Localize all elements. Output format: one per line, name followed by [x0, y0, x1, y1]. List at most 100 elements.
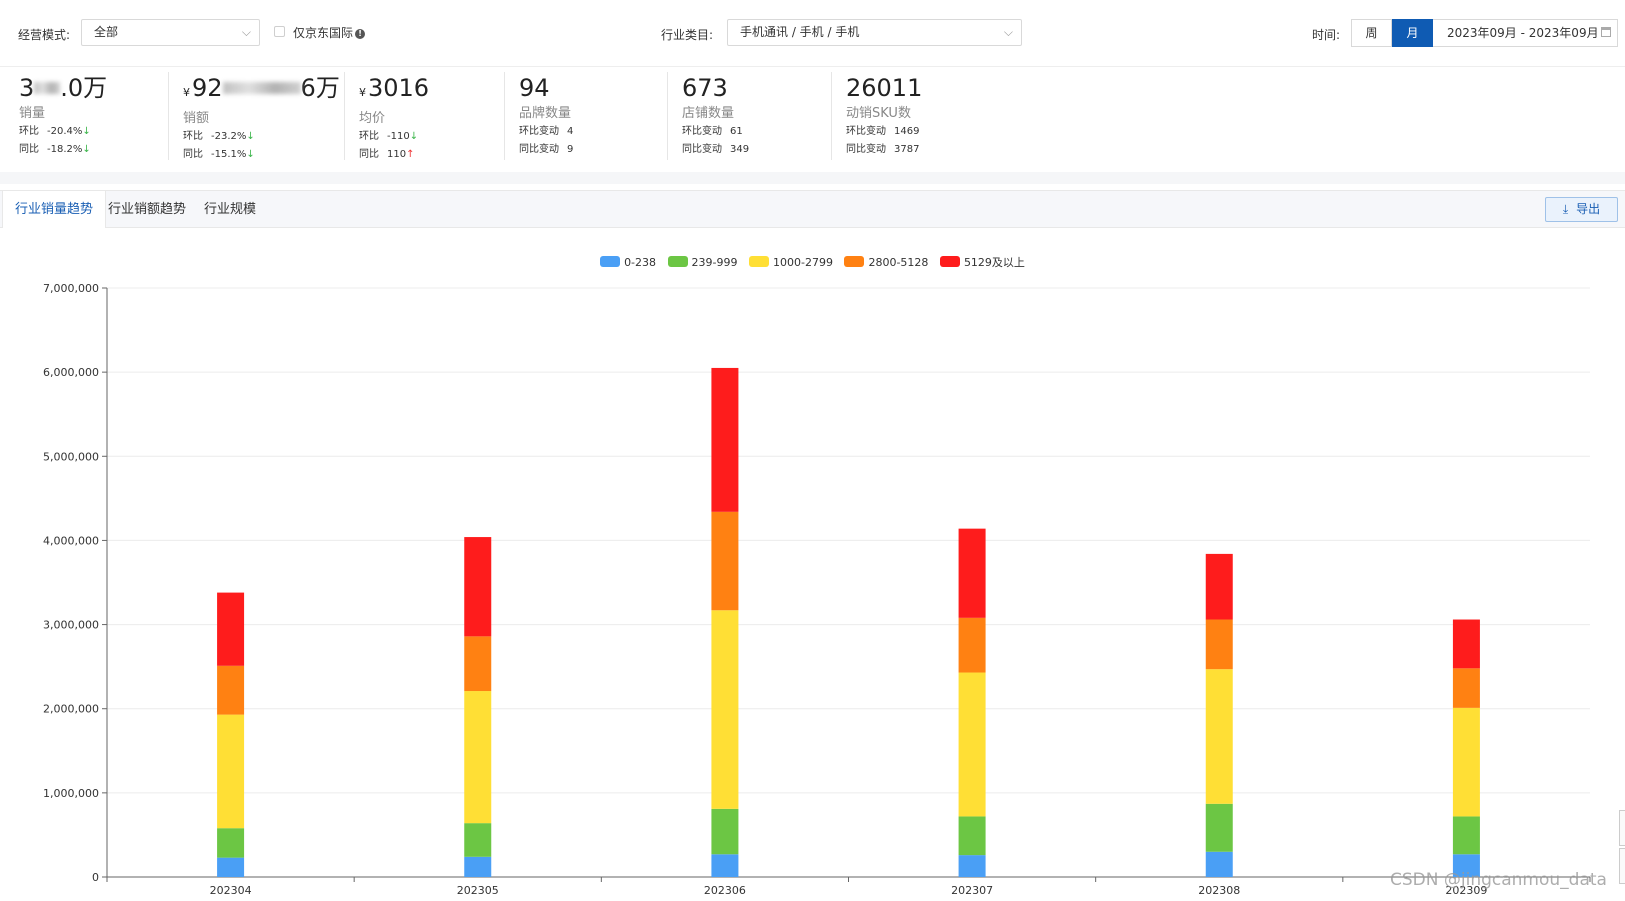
legend-item[interactable]: 1000-2799 [749, 256, 833, 269]
bar-segment [1205, 851, 1233, 877]
metric-name: 店铺数量 [682, 106, 735, 121]
metric-mom-value: 4 [567, 126, 574, 137]
metric-value-suffix: 6万 [300, 74, 340, 102]
metric-name: 销量 [19, 106, 46, 121]
tab-industry-scale[interactable]: 行业规模 [204, 202, 257, 217]
y-tick-label: 5,000,000 [43, 450, 99, 463]
sales-volume-stacked-bar-chart: 0 1,000,000 2,000,000 3,000,000 4,000,000 5,0… [43, 282, 1591, 897]
arrow-down-icon: ↓ [409, 131, 419, 142]
metric-value: 3 .0万 [19, 72, 159, 104]
bar-segment [1452, 816, 1480, 855]
metric-mom-key: 环比变动 [519, 126, 559, 137]
arrow-down-icon: ↓ [82, 126, 91, 137]
metric-yoy-value: 110 [387, 149, 407, 160]
bar-segment [217, 857, 245, 877]
metric-value-prefix: 3 [19, 74, 35, 102]
jd-intl-checkbox[interactable] [274, 26, 285, 37]
metric-mom: 环比变动 4 [519, 123, 649, 141]
currency-symbol: ¥ [359, 86, 366, 99]
metric-value: ¥3016 [359, 72, 489, 109]
tab-sales-volume-trend[interactable]: 行业销量趋势 [2, 191, 107, 228]
date-range-picker[interactable]: 2023年09月 - 2023年09月 [1433, 19, 1618, 47]
bar-segment [1205, 619, 1233, 670]
metric-value-prefix: 92 [192, 74, 223, 102]
metric-value-text: 3016 [368, 74, 430, 102]
bar-segment [711, 511, 739, 611]
bar-segment [1205, 803, 1233, 852]
metric-name: 动销SKU数 [846, 106, 911, 121]
metric-sales-amount: ¥92 6万 销额 环比 -23.2%↓ 同比 -15.1%↓ [168, 72, 340, 160]
legend-swatch [667, 256, 688, 267]
side-scroll-handle[interactable] [1619, 810, 1625, 846]
mode-select-value: 全部 [94, 25, 119, 39]
y-tick-label: 4,000,000 [43, 534, 99, 547]
bar-segment [464, 691, 492, 824]
metric-mom: 环比 -20.4%↓ [19, 123, 159, 141]
bar-segment [958, 855, 986, 877]
legend-item[interactable]: 2800-5128 [844, 256, 928, 269]
legend-swatch [749, 256, 769, 267]
metric-mom: 环比变动 1469 [846, 123, 976, 141]
metric-mom-value: -23.2% [211, 131, 247, 142]
chevron-down-icon: ⌵ [241, 25, 251, 39]
metric-name: 销额 [183, 111, 210, 126]
legend-label: 0-238 [624, 256, 657, 269]
legend-item[interactable]: 5129及以上 [939, 254, 1025, 270]
arrow-down-icon: ↓ [246, 149, 255, 160]
legend-item[interactable]: 0-238 [600, 256, 656, 269]
y-tick-label: 0 [92, 871, 99, 884]
metric-yoy: 同比 -15.1%↓ [183, 146, 333, 164]
metric-mom: 环比变动 61 [682, 123, 812, 141]
metric-mom-key: 环比 [183, 131, 203, 142]
y-tick-label: 1,000,000 [43, 787, 99, 800]
metric-mom: 环比 -23.2%↓ [183, 128, 333, 146]
category-select[interactable]: 手机通讯 / 手机 / 手机 ⌵ [727, 19, 1022, 46]
bar-segment [711, 610, 739, 809]
metric-brand-count: 94 品牌数量 环比变动 4 同比变动 9 [504, 72, 649, 160]
metric-value: 94 [519, 74, 550, 102]
bar-segment [464, 823, 492, 857]
x-tick-label: 202304 [210, 884, 252, 897]
metric-name: 均价 [359, 111, 386, 126]
bar-segment [464, 537, 492, 637]
metric-yoy-value: 349 [730, 144, 750, 155]
bar-segment [464, 856, 492, 877]
metric-name: 品牌数量 [519, 106, 572, 121]
chevron-down-icon: ⌵ [1003, 25, 1013, 39]
watermark: CSDN @jingcanmou_data [1390, 870, 1607, 890]
period-week-button[interactable]: 周 [1351, 19, 1392, 47]
bar-segment [217, 665, 245, 715]
bar-segment [464, 636, 492, 692]
metric-mom-key: 环比 [19, 126, 39, 137]
legend-label: 239-999 [691, 256, 738, 269]
bar-segment [958, 528, 986, 618]
export-button[interactable]: ⤓ 导出 [1545, 197, 1618, 222]
bar-segment [217, 828, 245, 858]
metric-mom-value: -20.4% [47, 126, 83, 137]
calendar-icon [1601, 27, 1611, 37]
bar-segment [958, 672, 986, 817]
info-icon[interactable]: ! [355, 29, 366, 39]
metric-yoy-key: 同比 [183, 149, 203, 160]
metric-mom-value: -110 [387, 131, 410, 142]
chart-legend: 0-238 239-999 1000-2799 2800-5128 5129及以… [0, 254, 1625, 270]
metric-value: 673 [682, 74, 728, 102]
bar-segment [1452, 854, 1480, 877]
currency-symbol: ¥ [183, 86, 190, 99]
metric-yoy: 同比 -18.2%↓ [19, 141, 159, 159]
side-scroll-handle[interactable] [1619, 848, 1625, 884]
tab-sales-amount-trend[interactable]: 行业销额趋势 [108, 202, 187, 217]
mode-select[interactable]: 全部 ⌵ [81, 19, 260, 46]
metric-yoy-key: 同比变动 [846, 144, 886, 155]
bar-segment [1205, 553, 1233, 620]
legend-item[interactable]: 239-999 [667, 256, 738, 269]
arrow-down-icon: ↓ [246, 131, 255, 142]
bar-segment [1452, 619, 1480, 669]
metric-yoy-key: 同比变动 [682, 144, 722, 155]
legend-swatch [844, 256, 865, 267]
period-month-button[interactable]: 月 [1392, 19, 1433, 47]
legend-swatch [939, 256, 960, 267]
legend-label: 5129及以上 [963, 256, 1025, 269]
date-range-value: 2023年09月 - 2023年09月 [1447, 26, 1599, 40]
metric-value: 26011 [846, 74, 923, 102]
